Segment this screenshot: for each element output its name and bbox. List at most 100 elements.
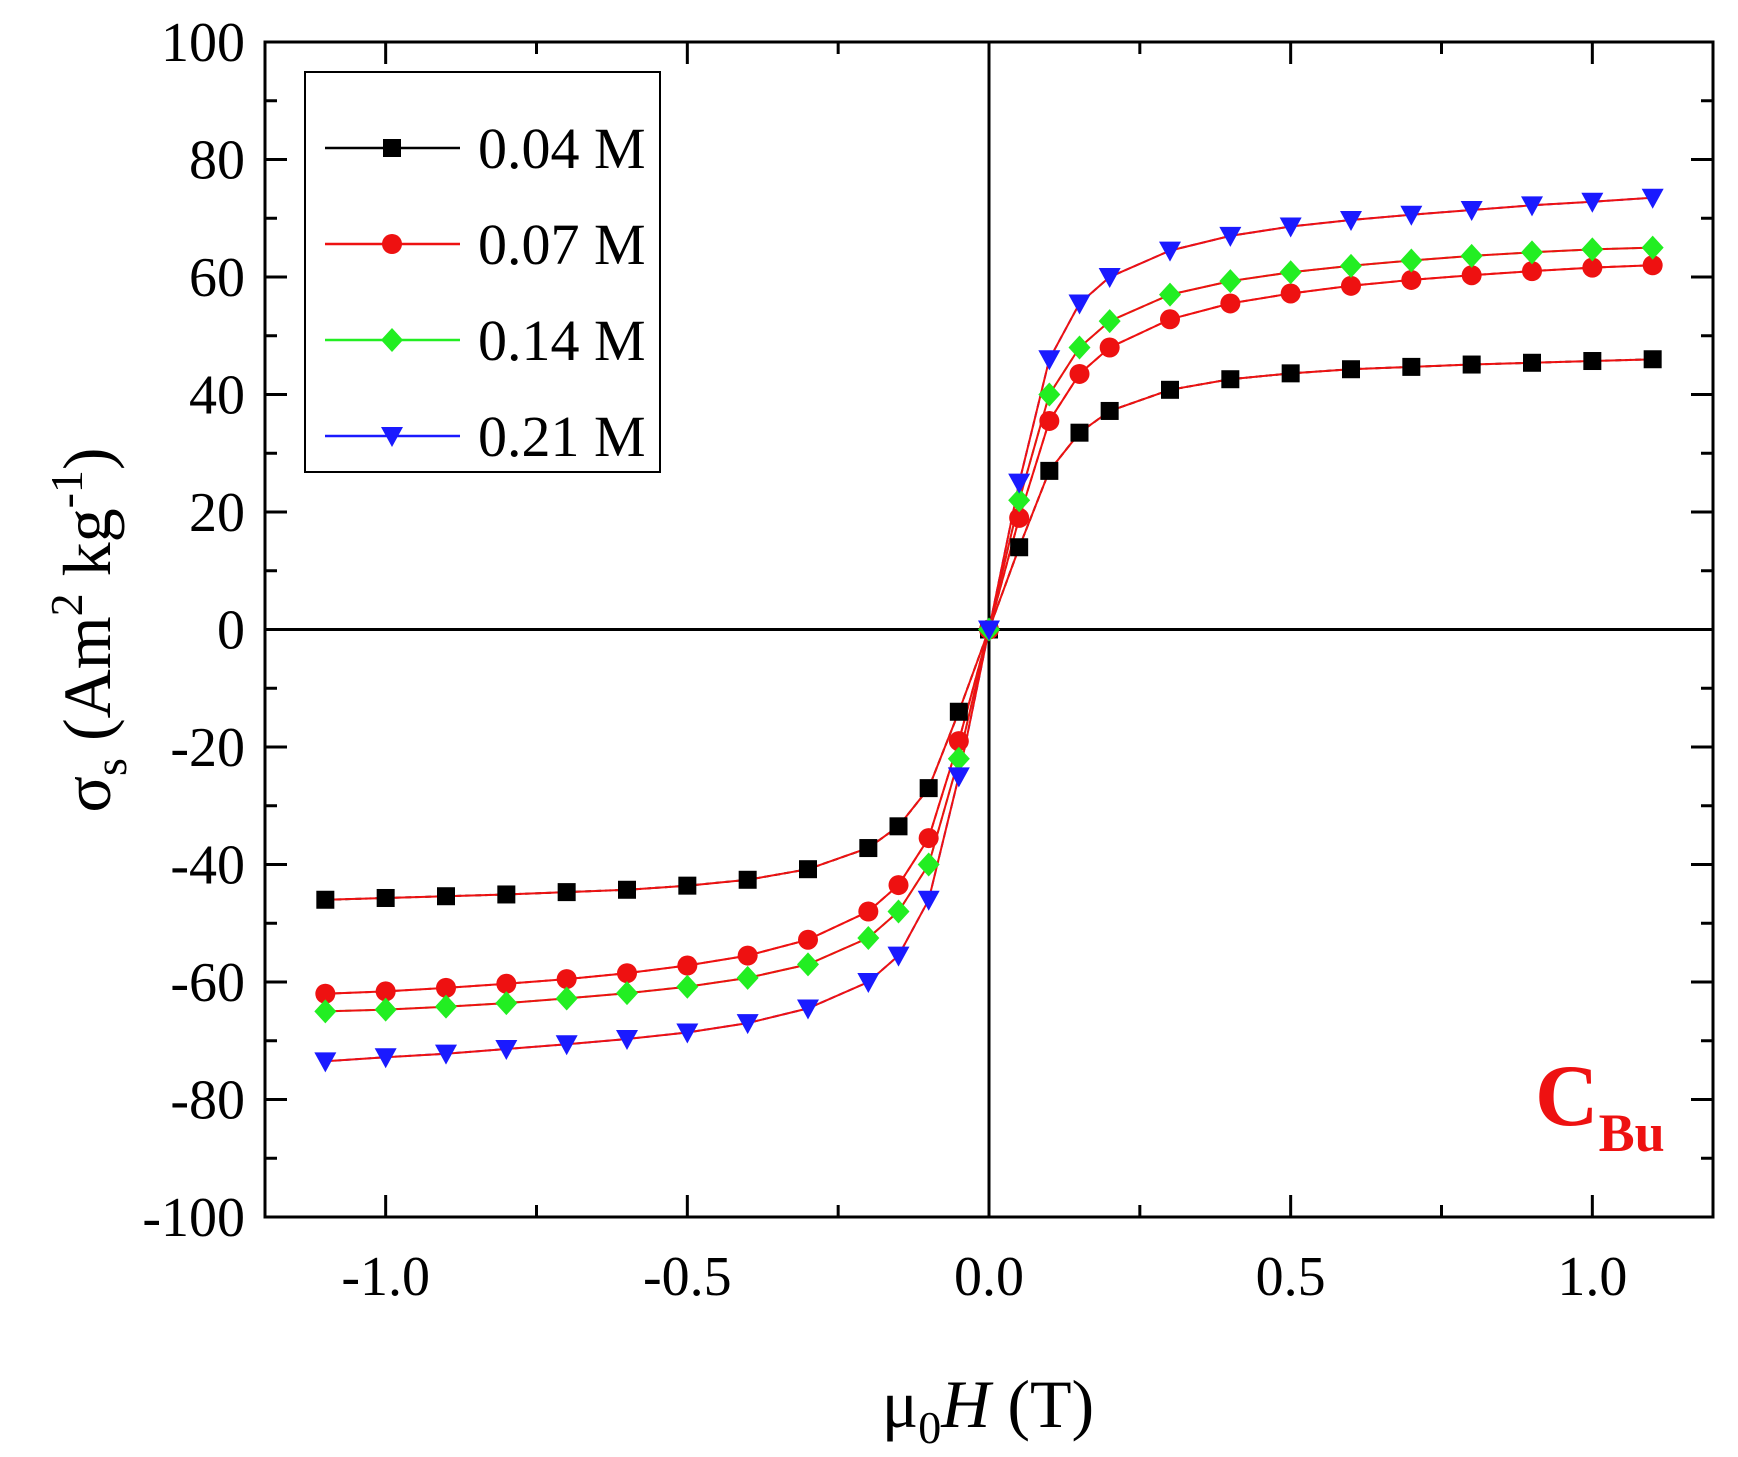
data-point xyxy=(1522,261,1542,282)
legend-entries: 0.04 M 0.07 M 0.14 M 0.21 M xyxy=(325,116,646,469)
data-point xyxy=(1219,226,1242,247)
y-axis-title-sup1: 2 xyxy=(41,593,92,616)
data-point xyxy=(1100,401,1119,420)
data-point xyxy=(435,1044,457,1065)
data-point xyxy=(1460,243,1483,268)
y-axis-title-open: (Am xyxy=(49,616,125,758)
data-point xyxy=(1099,337,1120,358)
y-tick-label: 100 xyxy=(161,12,245,74)
data-point xyxy=(1340,253,1362,278)
x-axis-title-unit: (T) xyxy=(990,1366,1094,1442)
data-point xyxy=(1342,360,1360,379)
data-point xyxy=(1643,350,1662,369)
data-point xyxy=(948,731,969,752)
data-point xyxy=(1070,423,1089,442)
data-point xyxy=(375,981,396,1002)
data-point xyxy=(1279,217,1302,238)
data-point xyxy=(435,994,457,1019)
data-point xyxy=(1008,473,1031,494)
axes xyxy=(263,40,1715,1219)
legend-marker xyxy=(382,234,402,254)
y-tick-label: -20 xyxy=(170,717,245,779)
data-point xyxy=(887,899,910,924)
data-point xyxy=(1461,265,1482,286)
y-axis-title-mid: kg xyxy=(49,508,125,593)
data-point xyxy=(557,883,576,902)
data-point xyxy=(436,977,456,998)
data-point xyxy=(495,991,518,1016)
data-point xyxy=(496,973,517,994)
legend-marker xyxy=(381,328,403,352)
data-point xyxy=(1521,240,1543,265)
data-point xyxy=(1159,241,1181,262)
data-point xyxy=(1098,309,1121,334)
data-point xyxy=(556,969,577,990)
legend-box xyxy=(304,71,661,473)
data-point xyxy=(1521,196,1543,217)
x-tick-label: -1.0 xyxy=(341,1246,430,1308)
x-axis-title-italic: H xyxy=(940,1366,994,1442)
data-point xyxy=(1400,205,1423,226)
data-point xyxy=(374,997,397,1022)
y-axis-title-close: ) xyxy=(49,447,125,470)
data-point xyxy=(314,1052,337,1073)
data-point xyxy=(1039,410,1060,431)
data-point xyxy=(1460,201,1483,222)
data-point xyxy=(797,999,819,1020)
data-point xyxy=(918,828,939,849)
data-point xyxy=(1340,211,1362,232)
data-point xyxy=(616,1029,638,1050)
y-tick-label: -80 xyxy=(170,1070,245,1132)
data-point xyxy=(1641,188,1664,209)
data-point xyxy=(888,875,909,896)
data-point xyxy=(947,746,970,771)
data-point xyxy=(1642,255,1663,276)
y-tick-label: 60 xyxy=(189,247,245,309)
y-tick-label: 0 xyxy=(217,600,245,662)
data-point xyxy=(1581,192,1604,213)
data-point xyxy=(917,852,940,877)
panel-annotation-main: C xyxy=(1535,1048,1599,1145)
data-point xyxy=(617,963,637,984)
x-tick-label: 1.0 xyxy=(1557,1246,1627,1308)
data-point xyxy=(676,1023,699,1044)
data-point xyxy=(736,965,759,990)
data-point xyxy=(374,1048,397,1069)
data-point xyxy=(1068,335,1091,360)
y-tick-label: 20 xyxy=(189,482,245,544)
series-0 xyxy=(316,350,1662,909)
data-point xyxy=(1038,350,1061,371)
y-tick-label: -100 xyxy=(142,1187,245,1249)
series-3 xyxy=(314,188,1664,1073)
data-point xyxy=(555,1035,578,1056)
data-point xyxy=(1040,461,1059,480)
data-point xyxy=(1221,370,1240,389)
legend-label: 0.07 M xyxy=(478,212,646,277)
x-tick-label: -0.5 xyxy=(643,1246,732,1308)
y-tick-label: 80 xyxy=(189,130,245,192)
x-axis-title-sub: 0 xyxy=(918,1402,941,1453)
data-point xyxy=(887,946,910,967)
data-point xyxy=(1582,257,1603,278)
data-point xyxy=(316,890,335,909)
data-point xyxy=(798,929,818,950)
data-point xyxy=(437,887,455,906)
data-point xyxy=(1219,269,1242,294)
data-point xyxy=(376,888,395,907)
data-point xyxy=(1280,283,1301,304)
y-tick-label: 40 xyxy=(189,365,245,427)
data-point xyxy=(1400,248,1423,273)
data-point xyxy=(1581,237,1604,262)
data-point xyxy=(555,986,578,1011)
data-point xyxy=(857,973,880,993)
data-point xyxy=(315,983,336,1004)
x-axis-title: μ0H (T) xyxy=(882,1366,1094,1453)
data-point xyxy=(1641,235,1664,260)
legend-label: 0.21 M xyxy=(478,404,646,469)
panel-annotation-sub: Bu xyxy=(1599,1103,1665,1163)
legend-marker xyxy=(381,427,403,447)
y-axis-title-sup2: -1 xyxy=(41,470,92,508)
legend-label: 0.04 M xyxy=(478,116,646,181)
